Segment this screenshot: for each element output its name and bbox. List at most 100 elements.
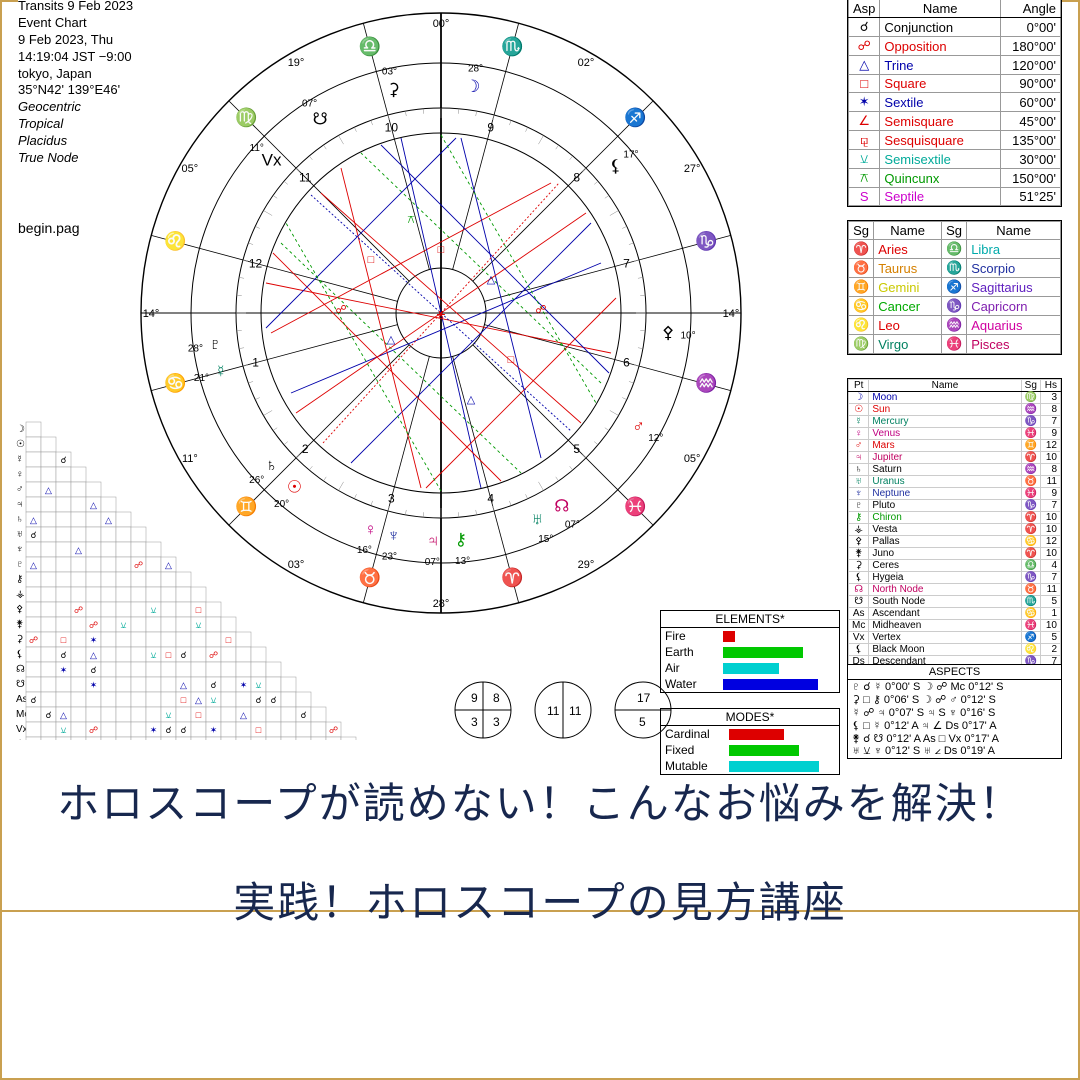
svg-text:⚳: ⚳ (387, 80, 399, 99)
svg-text:⚺: ⚺ (196, 620, 202, 630)
planet-name: Mars (869, 440, 1021, 452)
planet-name: Ceres (869, 560, 1021, 572)
svg-text:⚸: ⚸ (16, 649, 23, 660)
svg-text:♎: ♎ (359, 35, 381, 56)
planet-house: 8 (1041, 464, 1061, 476)
sign-glyph: ♊ (849, 278, 874, 297)
mode-label: Fixed (665, 743, 723, 757)
sign-name: Taurus (874, 259, 942, 278)
svg-text:10: 10 (385, 121, 399, 135)
svg-text:☿: ☿ (16, 454, 24, 465)
planet-house: 1 (1041, 608, 1061, 620)
sign-name: Pisces (967, 335, 1061, 354)
aspect-angle: 45°00' (1001, 112, 1061, 131)
svg-text:☍: ☍ (89, 725, 98, 735)
svg-text:10°: 10° (680, 331, 695, 342)
aspect-row: ⚳ □ ⚷ 0°06' S ☽ ☍ ♂ 0°12' S (848, 693, 1061, 706)
aspect-symbol: ⚼ (849, 131, 880, 150)
planet-glyph: Vx (849, 632, 869, 644)
planet-name: Black Moon (869, 644, 1021, 656)
svg-text:12°: 12° (648, 433, 663, 444)
svg-text:♍: ♍ (235, 107, 257, 128)
planet-glyph: ⚸ (849, 572, 869, 584)
svg-text:♌: ♌ (164, 230, 186, 251)
svg-text:☍: ☍ (209, 650, 218, 660)
planet-glyph: ♃ (849, 452, 869, 464)
mini-circles: 9833 1111 175 (453, 680, 673, 740)
planet-sign: ♋ (1021, 536, 1040, 548)
th-angle: Angle (1001, 0, 1061, 18)
planet-glyph: ☊ (849, 584, 869, 596)
svg-text:□: □ (61, 635, 67, 645)
aspect-angle: 135°00' (1001, 131, 1061, 150)
planet-glyph: ♂ (849, 440, 869, 452)
planet-glyph: ♇ (849, 500, 869, 512)
aspect-angle: 150°00' (1001, 169, 1061, 188)
meta-time: 14:19:04 JST −9:00 (18, 49, 133, 66)
aspect-symbol: △ (849, 56, 880, 75)
svg-text:9: 9 (487, 121, 494, 135)
planet-house: 7 (1041, 416, 1061, 428)
element-bar (723, 631, 735, 642)
meta-place: tokyo, Japan (18, 66, 133, 83)
planet-sign: ♓ (1021, 620, 1040, 632)
svg-text:29°: 29° (578, 559, 595, 571)
planet-name: North Node (869, 584, 1021, 596)
svg-text:⚺: ⚺ (121, 620, 127, 630)
aspect-symbol: ∠ (849, 112, 880, 131)
svg-text:☊: ☊ (554, 496, 569, 515)
th-asp: Asp (849, 0, 880, 18)
svg-text:♂: ♂ (16, 484, 24, 495)
svg-text:☍: ☍ (335, 304, 346, 316)
svg-text:07°: 07° (425, 557, 440, 568)
meta-system4: True Node (18, 150, 133, 167)
planet-house: 8 (1041, 404, 1061, 416)
svg-text:△: △ (387, 334, 396, 346)
planet-glyph: As (849, 608, 869, 620)
caption-line1: ホロスコープが読めない！こんなお悩みを解決！ (0, 770, 1080, 831)
svg-text:✶: ✶ (210, 725, 218, 735)
svg-text:♄: ♄ (16, 514, 24, 525)
caption-line2: 実践！ホロスコープの見方講座 (0, 869, 1080, 930)
planet-sign: ♒ (1021, 404, 1040, 416)
aspect-name: Semisextile (880, 150, 1001, 169)
aspect-name: Conjunction (880, 18, 1001, 37)
sign-name: Cancer (874, 297, 942, 316)
aspect-symbol: □ (849, 75, 880, 93)
planet-sign: ♊ (1021, 440, 1040, 452)
sign-name: Sagittarius (967, 278, 1061, 297)
planet-sign: ♐ (1021, 632, 1040, 644)
aspect-name: Sesquisquare (880, 131, 1001, 150)
svg-text:□: □ (438, 244, 445, 256)
aspects-legend-table: AspNameAngle ☌Conjunction0°00'☍Oppositio… (847, 0, 1062, 207)
svg-text:☌: ☌ (30, 695, 36, 705)
svg-text:⚺: ⚺ (61, 725, 67, 735)
aspect-name: Quincunx (880, 169, 1001, 188)
planet-name: Jupiter (869, 452, 1021, 464)
svg-text:☍: ☍ (134, 560, 143, 570)
svg-text:28°: 28° (188, 344, 203, 355)
svg-text:☌: ☌ (60, 455, 66, 465)
caption-block: ホロスコープが読めない！こんなお悩みを解決！ 実践！ホロスコープの見方講座 (0, 770, 1080, 930)
planet-house: 7 (1041, 572, 1061, 584)
svg-text:□: □ (256, 725, 262, 735)
svg-text:☌: ☌ (300, 710, 306, 720)
aspect-angle: 60°00' (1001, 93, 1061, 112)
svg-text:21°: 21° (194, 373, 209, 384)
svg-text:5: 5 (639, 715, 646, 729)
svg-text:⚺: ⚺ (151, 650, 157, 660)
svg-text:△: △ (45, 485, 52, 495)
svg-text:△: △ (487, 274, 496, 286)
svg-text:✶: ✶ (60, 665, 68, 675)
svg-text:3: 3 (471, 715, 478, 729)
planet-sign: ♒ (1021, 464, 1040, 476)
planet-sign: ♓ (1021, 428, 1040, 440)
svg-text:□: □ (368, 254, 375, 266)
svg-text:☌: ☌ (210, 680, 216, 690)
aspect-row: ♇ ☌ ☿ 0°00' S ☽ ☍ Mc 0°12' S (848, 680, 1061, 693)
planet-house: 10 (1041, 620, 1061, 632)
elements-title: ELEMENTS* (661, 611, 839, 628)
svg-text:1: 1 (252, 356, 259, 370)
svg-text:△: △ (240, 710, 247, 720)
svg-text:⚶: ⚶ (16, 589, 25, 600)
